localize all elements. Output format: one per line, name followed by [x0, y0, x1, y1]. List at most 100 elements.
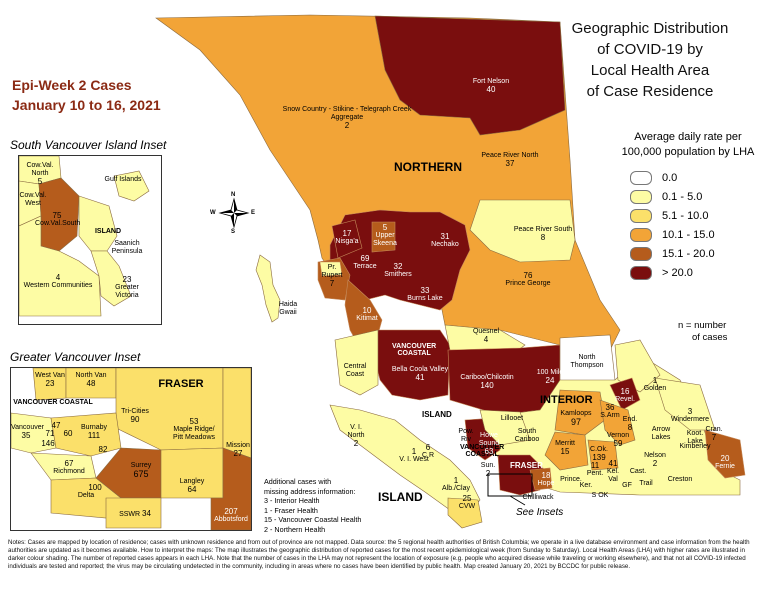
gv-label-delta: 100 Delta [61, 484, 111, 500]
svi-label-cow-val-south: 75 Cow.Val.South [35, 211, 80, 228]
label-chilliwack: Chilliwack [522, 494, 554, 501]
label-keremeos: Ker. [579, 482, 593, 489]
compass-e: E [251, 210, 256, 216]
label-name: West Van [35, 372, 65, 379]
lha-hope [529, 467, 553, 491]
legend-swatch [630, 227, 652, 242]
label-kimberley: Kimberley [679, 443, 711, 450]
label-central-coast: Central Coast [343, 363, 367, 378]
label-count: 8 [627, 423, 633, 432]
legend-label: 5.1 - 10.0 [662, 209, 709, 222]
label-name: V. I. West [399, 456, 429, 463]
epi-week-line: Epi-Week 2 Cases [12, 77, 132, 93]
label-vi-west: 1 V. I. West [394, 448, 434, 464]
label-count: 2 [344, 121, 350, 130]
label-name: Delta [77, 492, 95, 499]
region-vancouver-coastal-south: VANCOUVER COASTAL [460, 444, 504, 458]
label-count: 1 [411, 447, 417, 456]
legend-label: > 20.0 [662, 266, 693, 279]
svi-label-cow-val-west: Cow.Val. West [19, 192, 47, 207]
gv-label-west-van: West Van 23 [35, 372, 65, 388]
epi-week-heading: Epi-Week 2 Cases January 10 to 16, 2021 [12, 75, 161, 115]
label-haida-gwaii: Haida Gwaii [278, 301, 298, 316]
label-name: Maple Ridge/ Pitt Meadows [172, 426, 216, 441]
label-count: 3 [687, 407, 693, 416]
svi-label-island: ISLAND [94, 228, 122, 235]
legend-label: 10.1 - 15.0 [662, 228, 715, 241]
label-hope: 18 Hope [536, 472, 556, 488]
label-stikine: Snow Country - Stikine - Telegraph Creek… [282, 106, 412, 130]
label-name: Alb./Clay [441, 485, 470, 492]
svi-victoria [90, 250, 132, 307]
lha-peace-river-south [469, 199, 576, 263]
region-fraser: FRASER [510, 461, 543, 470]
lha-nisgaa [331, 219, 363, 259]
lha-bella-coola [374, 329, 451, 401]
label-count: 4 [55, 273, 61, 282]
lha-fernie [704, 429, 746, 479]
label-name: S.Arm [600, 412, 620, 419]
lha-vernon [599, 399, 636, 446]
label-count: 67 [64, 459, 74, 468]
label-south-cariboo: South Cariboo [514, 428, 540, 443]
label-merritt: Merritt 15 [550, 440, 580, 456]
label-name: Revel. [615, 396, 635, 403]
missing-line-1: Additional cases with [264, 477, 332, 486]
label-count: 25 [462, 494, 472, 503]
gv-inset-title: Greater Vancouver Inset [10, 350, 141, 364]
label-count: 76 [523, 271, 533, 280]
lha-haida-gwaii [255, 254, 281, 323]
label-name: Kel. Val [606, 468, 620, 483]
label-kamloops: Kamloops 97 [556, 410, 596, 427]
label-count: 10 [362, 306, 372, 315]
legend-title: Average daily rate per 100,000 populatio… [618, 130, 758, 160]
legend-title-line-2: 100,000 population by LHA [621, 146, 755, 158]
label-fernie: 20 Fernie [710, 455, 740, 471]
label-name: Nelson [644, 452, 666, 459]
label-count: 16 [620, 387, 630, 396]
label-count: 675 [133, 469, 149, 479]
region-vancouver-coastal: VANCOUVER COASTAL [392, 343, 436, 357]
label-penticton: 11 Pent. [585, 462, 605, 478]
n-cases-line-2: of cases [692, 332, 728, 343]
label-count: 36 [605, 403, 615, 412]
legend-swatch [630, 208, 652, 223]
missing-address-note: Additional cases with missing address in… [264, 477, 361, 534]
label-bella-coola: Bella Coola Valley 41 [390, 366, 450, 382]
legend-item: 0.1 - 5.0 [618, 187, 758, 206]
gv-label-surrey: Surrey 675 [123, 462, 159, 479]
label-name: Upper Skeena [373, 232, 397, 247]
label-name: Snow Country - Stikine - Telegraph Creek… [282, 106, 412, 121]
label-name: Abbotsford [214, 516, 248, 523]
label-name: End. [622, 416, 638, 423]
label-salmon-arm: 36 S.Arm [597, 404, 623, 420]
svi-label-gulf-islands: Gulf Islands [104, 176, 142, 183]
label-name: Western Communities [23, 282, 93, 289]
title-line-1: Geographic Distribution [571, 20, 729, 37]
label-count: 41 [608, 459, 618, 468]
label-count: 111 [87, 431, 101, 440]
n-cases-note: n = number of cases [678, 320, 727, 344]
svi-inset-map [19, 156, 161, 324]
label-name: Langley [179, 478, 205, 485]
legend: Average daily rate per 100,000 populatio… [618, 130, 758, 282]
label-name: Cran. [705, 426, 723, 433]
label-cvw: 25 CVW [455, 495, 479, 511]
label-count: 2 [652, 459, 658, 468]
vc-line2: COASTAL [397, 350, 431, 357]
svi-western [19, 215, 102, 317]
label-count: 2 [485, 469, 491, 478]
label-count: 7 [329, 279, 335, 288]
label-count: 34 [142, 509, 151, 518]
label-name: Nisga'a [335, 238, 359, 245]
title-line-4: of Case Residence [586, 83, 714, 100]
label-windermere: 3 Windermere [668, 408, 712, 424]
label-count: 37 [505, 159, 515, 168]
label-name: Surrey [130, 462, 152, 469]
label-count: 4 [483, 335, 489, 344]
legend-item: 5.1 - 10.0 [618, 206, 758, 225]
lha-fort-nelson [374, 15, 566, 136]
label-count: 5 [382, 223, 388, 232]
legend-swatch [630, 265, 652, 280]
label-count: 75 [52, 211, 62, 220]
